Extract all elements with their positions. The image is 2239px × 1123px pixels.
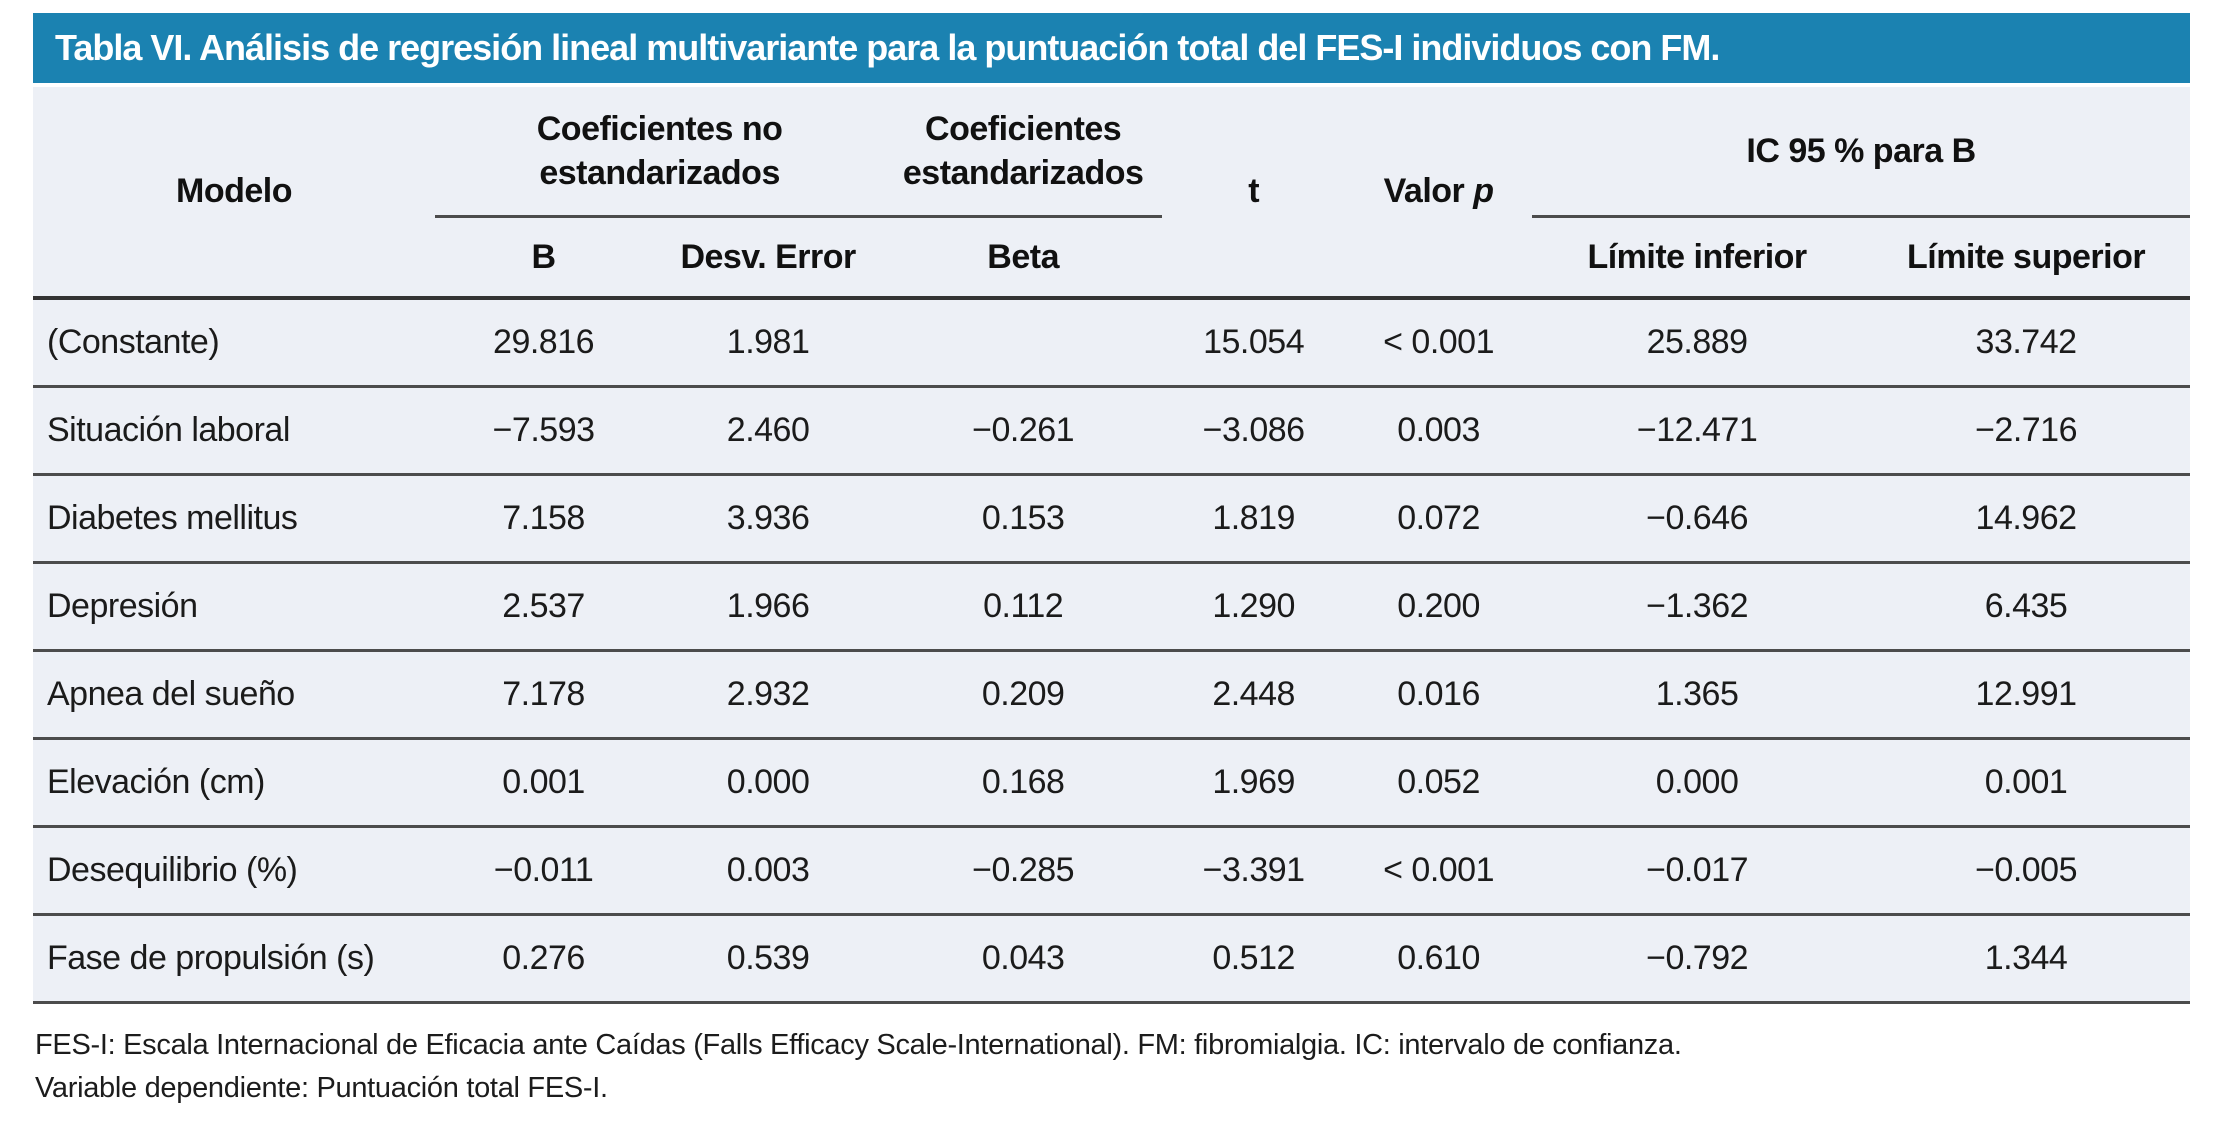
col-header-desv-error: Desv. Error	[652, 216, 885, 300]
cell-modelo: Apnea del sueño	[33, 650, 436, 740]
col-header-limite-superior: Límite superior	[1862, 216, 2190, 300]
table-row-constante: (Constante) 29.816 1.981 15.054 < 0.001 …	[33, 298, 2190, 388]
cell-valor-p: 0.072	[1345, 474, 1533, 564]
cell-beta: 0.168	[884, 738, 1163, 828]
cell-limite-inferior: 25.889	[1532, 298, 1863, 388]
cell-limite-superior: 0.001	[1862, 738, 2190, 828]
table-row-fase-de-propulsion: Fase de propulsión (s) 0.276 0.539 0.043…	[33, 914, 2190, 1004]
cell-t: −3.391	[1162, 826, 1346, 916]
cell-b: 7.158	[435, 474, 653, 564]
cell-b: 29.816	[435, 298, 653, 388]
cell-modelo: Diabetes mellitus	[33, 474, 436, 564]
col-header-limite-inferior: Límite inferior	[1532, 216, 1863, 300]
table-title: Tabla VI. Análisis de regresión lineal m…	[55, 27, 1720, 68]
cell-valor-p: < 0.001	[1345, 826, 1533, 916]
cell-modelo: Fase de propulsión (s)	[33, 914, 436, 1004]
cell-valor-p: 0.003	[1345, 386, 1533, 476]
col-header-b: B	[435, 216, 653, 300]
cell-b: −7.593	[435, 386, 653, 476]
regression-table: Modelo Coeficientes no estandarizados Co…	[33, 87, 2190, 1004]
cell-beta: 0.112	[884, 562, 1163, 652]
table-row-situacion-laboral: Situación laboral −7.593 2.460 −0.261 −3…	[33, 386, 2190, 476]
cell-beta: 0.153	[884, 474, 1163, 564]
cell-desv-error: 2.460	[652, 386, 885, 476]
cell-limite-inferior: −1.362	[1532, 562, 1863, 652]
cell-limite-inferior: 1.365	[1532, 650, 1863, 740]
cell-desv-error: 0.539	[652, 914, 885, 1004]
cell-limite-superior: −2.716	[1862, 386, 2190, 476]
regression-table-figure: Tabla VI. Análisis de regresión lineal m…	[33, 13, 2190, 1110]
p-symbol: p	[1473, 172, 1494, 210]
cell-valor-p: < 0.001	[1345, 298, 1533, 388]
cell-modelo: Desequilibrio (%)	[33, 826, 436, 916]
header-row-groups: Modelo Coeficientes no estandarizados Co…	[33, 87, 2190, 300]
cell-limite-superior: 33.742	[1862, 298, 2190, 388]
cell-desv-error: 1.981	[652, 298, 885, 388]
cell-t: 1.819	[1162, 474, 1346, 564]
cell-limite-inferior: −12.471	[1532, 386, 1863, 476]
cell-limite-superior: 14.962	[1862, 474, 2190, 564]
cell-limite-superior: −0.005	[1862, 826, 2190, 916]
cell-t: 15.054	[1162, 298, 1346, 388]
cell-b: 2.537	[435, 562, 653, 652]
cell-t: 1.290	[1162, 562, 1346, 652]
cell-b: 7.178	[435, 650, 653, 740]
table-title-bar: Tabla VI. Análisis de regresión lineal m…	[33, 13, 2190, 83]
cell-desv-error: 3.936	[652, 474, 885, 564]
cell-modelo: Depresión	[33, 562, 436, 652]
table-row-elevacion: Elevación (cm) 0.001 0.000 0.168 1.969 0…	[33, 738, 2190, 828]
cell-t: 0.512	[1162, 914, 1346, 1004]
cell-beta: 0.043	[884, 914, 1163, 1004]
cell-desv-error: 0.003	[652, 826, 885, 916]
cell-beta	[884, 298, 1163, 388]
cell-valor-p: 0.016	[1345, 650, 1533, 740]
cell-limite-superior: 1.344	[1862, 914, 2190, 1004]
header-row-subcolumns: B Desv. Error Beta Límite inferior Límit…	[33, 216, 2190, 300]
col-group-ic-95-para-b: IC 95 % para B	[1532, 87, 2190, 218]
footnote-dependent-variable: Variable dependiente: Puntuación total F…	[35, 1072, 608, 1104]
cell-limite-inferior: −0.792	[1532, 914, 1863, 1004]
cell-limite-inferior: −0.017	[1532, 826, 1863, 916]
col-header-beta: Beta	[884, 216, 1163, 300]
table-row-depresion: Depresión 2.537 1.966 0.112 1.290 0.200 …	[33, 562, 2190, 652]
cell-modelo: Situación laboral	[33, 386, 436, 476]
cell-modelo: Elevación (cm)	[33, 738, 436, 828]
col-group-coeficientes-no-estandarizados: Coeficientes no estandarizados	[435, 87, 885, 218]
col-header-t: t	[1162, 87, 1346, 300]
col-group-coeficientes-estandarizados: Coeficientes estandarizados	[884, 87, 1163, 218]
cell-t: 2.448	[1162, 650, 1346, 740]
valor-label: Valor	[1383, 172, 1465, 210]
cell-desv-error: 2.932	[652, 650, 885, 740]
cell-limite-superior: 6.435	[1862, 562, 2190, 652]
cell-modelo: (Constante)	[33, 298, 436, 388]
footnote-abbreviations: FES-I: Escala Internacional de Eficacia …	[35, 1029, 1682, 1061]
cell-b: 0.001	[435, 738, 653, 828]
cell-beta: 0.209	[884, 650, 1163, 740]
cell-limite-superior: 12.991	[1862, 650, 2190, 740]
cell-beta: −0.285	[884, 826, 1163, 916]
cell-desv-error: 1.966	[652, 562, 885, 652]
cell-limite-inferior: −0.646	[1532, 474, 1863, 564]
col-header-valor-p: Valor p	[1345, 87, 1533, 300]
cell-desv-error: 0.000	[652, 738, 885, 828]
cell-valor-p: 0.052	[1345, 738, 1533, 828]
cell-valor-p: 0.610	[1345, 914, 1533, 1004]
cell-t: −3.086	[1162, 386, 1346, 476]
col-header-modelo: Modelo	[33, 87, 436, 300]
cell-b: −0.011	[435, 826, 653, 916]
table-row-desequilibrio: Desequilibrio (%) −0.011 0.003 −0.285 −3…	[33, 826, 2190, 916]
cell-valor-p: 0.200	[1345, 562, 1533, 652]
cell-limite-inferior: 0.000	[1532, 738, 1863, 828]
cell-beta: −0.261	[884, 386, 1163, 476]
cell-b: 0.276	[435, 914, 653, 1004]
table-row-diabetes-mellitus: Diabetes mellitus 7.158 3.936 0.153 1.81…	[33, 474, 2190, 564]
table-footnotes: FES-I: Escala Internacional de Eficacia …	[33, 1024, 2190, 1110]
table-row-apnea-del-sueno: Apnea del sueño 7.178 2.932 0.209 2.448 …	[33, 650, 2190, 740]
cell-t: 1.969	[1162, 738, 1346, 828]
